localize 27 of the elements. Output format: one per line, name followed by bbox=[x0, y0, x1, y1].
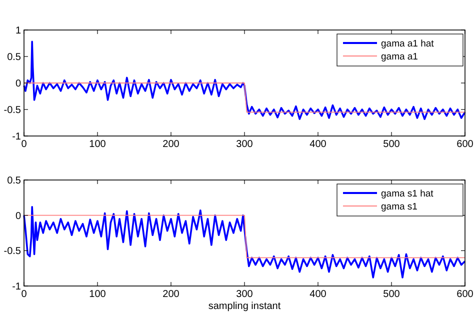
x-axis-title: sampling instant bbox=[208, 301, 281, 312]
y-tick-label: 0.5 bbox=[7, 52, 22, 63]
y-tick-label: -1 bbox=[12, 132, 22, 142]
x-tick-label: 300 bbox=[236, 289, 254, 300]
legend-label: gama a1 hat bbox=[381, 38, 434, 50]
y-tick-label: -1 bbox=[12, 282, 22, 292]
x-tick-label: 600 bbox=[456, 289, 474, 300]
x-tick-label: 500 bbox=[383, 139, 400, 150]
legend-label: gama s1 hat bbox=[381, 188, 434, 200]
y-tick-label: 0 bbox=[15, 210, 22, 222]
x-tick-label: 200 bbox=[162, 289, 180, 300]
legend-label: gama a1 bbox=[381, 52, 418, 62]
x-tick-label: 100 bbox=[89, 289, 106, 300]
y-tick-label: 0.5 bbox=[7, 176, 22, 186]
y-tick-label: 0 bbox=[15, 78, 22, 90]
x-tick-label: 100 bbox=[89, 139, 106, 150]
line-series bbox=[23, 40, 466, 120]
x-tick-label: 500 bbox=[383, 289, 400, 300]
y-tick-label: -0.5 bbox=[4, 246, 22, 258]
x-tick-label: 400 bbox=[310, 289, 327, 300]
y-tick-label: -0.5 bbox=[4, 105, 22, 116]
x-tick-label: 600 bbox=[456, 139, 474, 150]
x-tick-label: 300 bbox=[236, 139, 254, 150]
x-tick-label: 400 bbox=[310, 139, 327, 150]
y-tick-label: 1 bbox=[15, 26, 22, 36]
legend-label: gama s1 bbox=[381, 202, 418, 212]
x-tick-label: 200 bbox=[162, 139, 180, 150]
